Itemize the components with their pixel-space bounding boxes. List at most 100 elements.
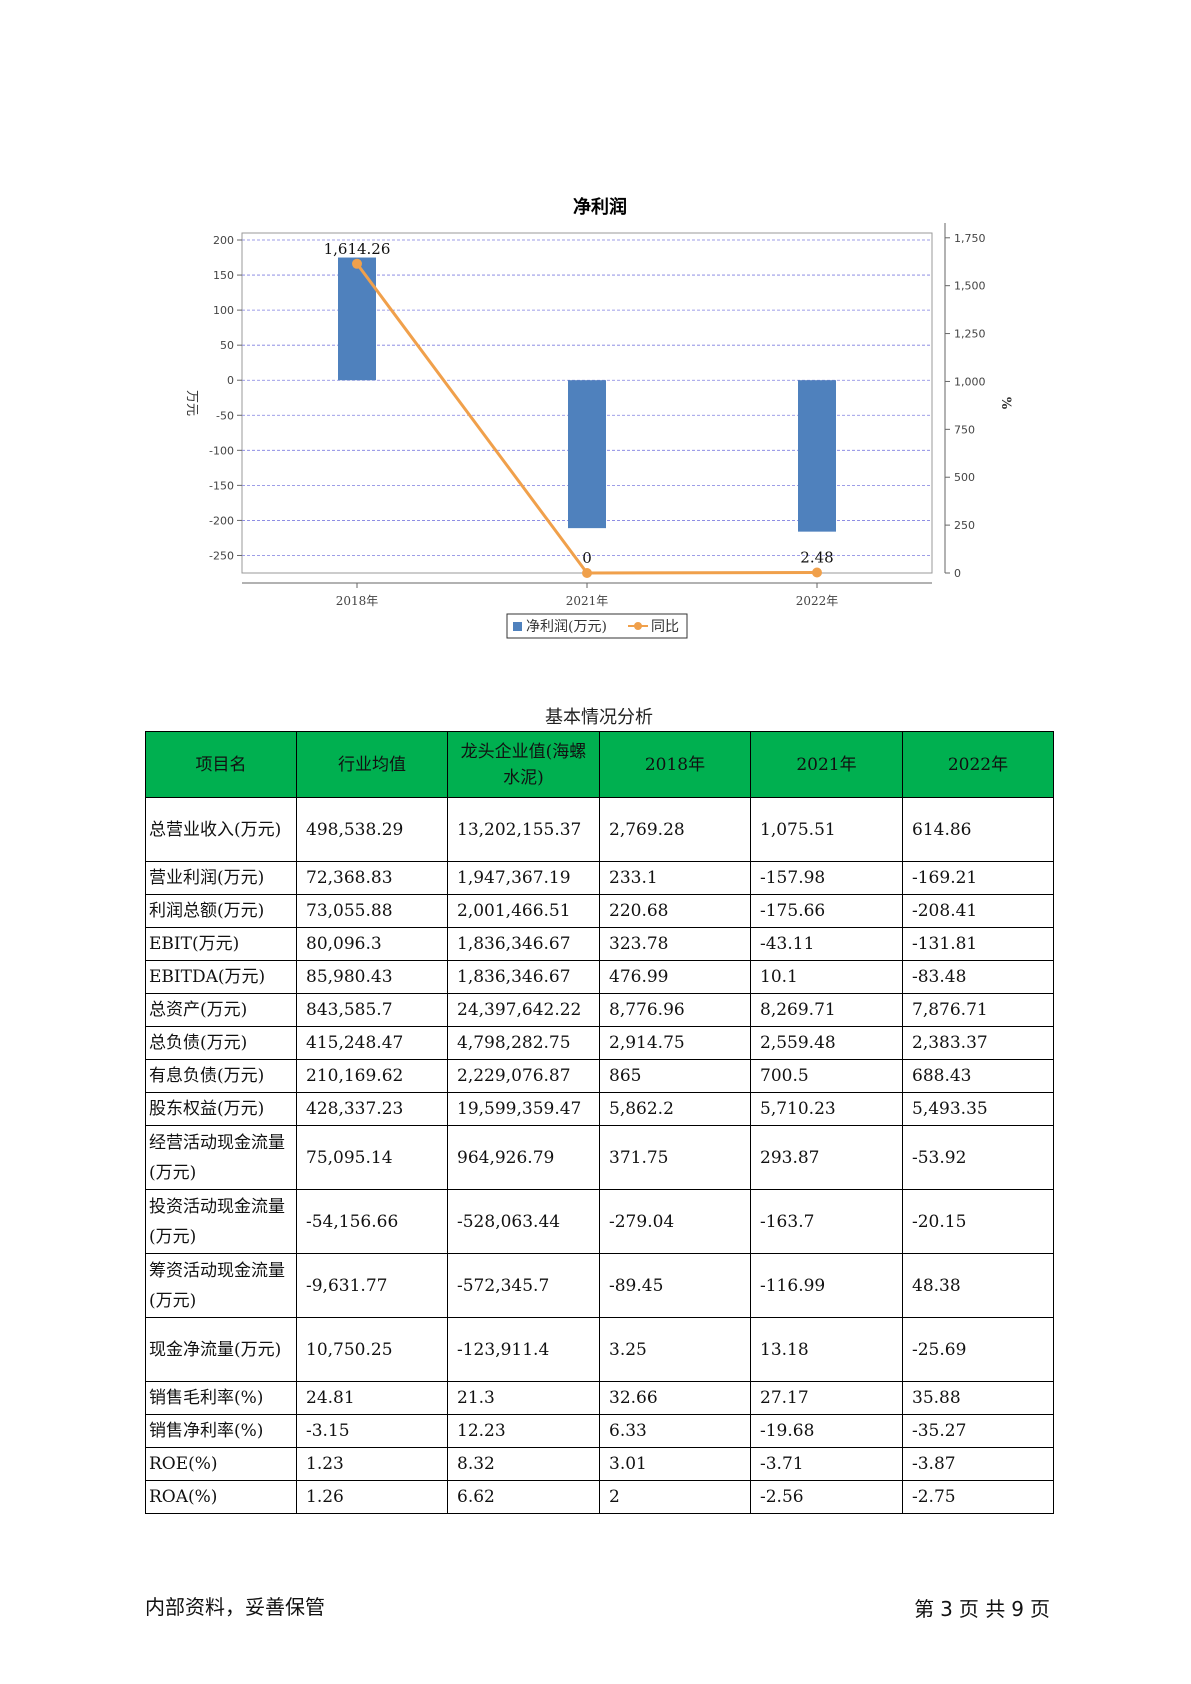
value-cell: 2,383.37	[902, 1026, 1054, 1060]
value-cell: 293.87	[750, 1125, 903, 1190]
value-cell: 233.1	[599, 861, 751, 895]
table-row: ROE(%) 1.23 8.32 3.01 -3.71 -3.87	[145, 1447, 1054, 1481]
table-row: 总营业收入(万元) 498,538.29 13,202,155.37 2,769.28…	[145, 797, 1054, 862]
value-cell: -89.45	[599, 1253, 751, 1318]
yoy-point	[352, 258, 362, 269]
table-row: 现金净流量(万元) 10,750.25 -123,911.4 3.25 13.18 -25…	[145, 1317, 1054, 1382]
header-cell: 项目名	[145, 731, 297, 798]
value-cell: 688.43	[902, 1059, 1054, 1093]
left-tick-label: -100	[209, 444, 234, 457]
value-cell: 73,055.88	[296, 894, 448, 928]
table-header-row: 项目名 行业均值 龙头企业值(海螺水泥) 2018年 2021年 2022年	[145, 731, 1054, 798]
value-cell: 1,836,346.67	[447, 960, 600, 994]
row-label-cell: 销售毛利率(%)	[145, 1381, 297, 1415]
value-cell: -83.48	[902, 960, 1054, 994]
row-label-cell: 投资活动现金流量(万元)	[145, 1189, 297, 1254]
value-cell: 5,493.35	[902, 1092, 1054, 1126]
value-cell: 2,001,466.51	[447, 894, 600, 928]
bar	[798, 380, 836, 532]
value-cell: 8.32	[447, 1447, 600, 1481]
table-row: 销售毛利率(%) 24.81 21.3 32.66 27.17 35.88	[145, 1381, 1054, 1415]
value-cell: -25.69	[902, 1317, 1054, 1382]
value-cell: -3.71	[750, 1447, 903, 1481]
row-label-cell: 利润总额(万元)	[145, 894, 297, 928]
header-cell: 2018年	[599, 731, 751, 798]
header-cell: 2021年	[750, 731, 903, 798]
value-cell: -19.68	[750, 1414, 903, 1448]
value-cell: -169.21	[902, 861, 1054, 895]
row-label-cell: EBITDA(万元)	[145, 960, 297, 994]
value-cell: 8,269.71	[750, 993, 903, 1027]
table-row: EBITDA(万元) 85,980.43 1,836,346.67 476.99 10.…	[145, 960, 1054, 994]
value-cell: 7,876.71	[902, 993, 1054, 1027]
value-cell: -9,631.77	[296, 1253, 448, 1318]
value-cell: 1.26	[296, 1480, 448, 1514]
value-cell: -116.99	[750, 1253, 903, 1318]
left-tick-label: 200	[213, 234, 234, 247]
value-cell: 27.17	[750, 1381, 903, 1415]
value-cell: 24.81	[296, 1381, 448, 1415]
table-row: EBIT(万元) 80,096.3 1,836,346.67 323.78 -43.11…	[145, 927, 1054, 961]
value-cell: -123,911.4	[447, 1317, 600, 1382]
value-cell: 498,538.29	[296, 797, 448, 862]
value-cell: 323.78	[599, 927, 751, 961]
page-prefix: 第	[914, 1597, 935, 1621]
value-cell: -208.41	[902, 894, 1054, 928]
yoy-point	[582, 568, 592, 578]
legend-line-label: 同比	[651, 619, 679, 635]
table-row: 投资活动现金流量(万元) -54,156.66 -528,063.44 -279.04…	[145, 1189, 1054, 1254]
row-label-cell: 总资产(万元)	[145, 993, 297, 1027]
value-cell: 1,836,346.67	[447, 927, 600, 961]
footer-confidential-note: 内部资料，妥善保管	[145, 1595, 325, 1619]
value-cell: -279.04	[599, 1189, 751, 1254]
row-label-cell: ROA(%)	[145, 1480, 297, 1514]
value-cell: 1,947,367.19	[447, 861, 600, 895]
table-row: 销售净利率(%) -3.15 12.23 6.33 -19.68 -35.27	[145, 1414, 1054, 1448]
value-cell: 6.62	[447, 1480, 600, 1514]
right-tick-label: 1,250	[954, 328, 986, 341]
right-tick-label: 250	[954, 519, 975, 532]
table-row: 营业利润(万元) 72,368.83 1,947,367.19 233.1 -157.9…	[145, 861, 1054, 895]
value-cell: 4,798,282.75	[447, 1026, 600, 1060]
left-axis-label: 万元	[184, 390, 199, 416]
value-cell: 843,585.7	[296, 993, 448, 1027]
value-cell: 13.18	[750, 1317, 903, 1382]
value-cell: 3.25	[599, 1317, 751, 1382]
left-tick-label: 0	[227, 374, 234, 387]
left-tick-label: 150	[213, 269, 234, 282]
bar	[338, 257, 376, 381]
value-cell: 19,599,359.47	[447, 1092, 600, 1126]
left-tick-label: 100	[213, 304, 234, 317]
value-cell: -2.75	[902, 1480, 1054, 1514]
x-tick-label: 2022年	[796, 594, 839, 608]
yoy-point	[812, 567, 822, 578]
yoy-data-label: 2.48	[800, 549, 833, 567]
value-cell: 2,914.75	[599, 1026, 751, 1060]
table-row: 总负债(万元) 415,248.47 4,798,282.75 2,914.75 2,5…	[145, 1026, 1054, 1060]
value-cell: -35.27	[902, 1414, 1054, 1448]
value-cell: 10.1	[750, 960, 903, 994]
value-cell: 8,776.96	[599, 993, 751, 1027]
value-cell: 476.99	[599, 960, 751, 994]
value-cell: -43.11	[750, 927, 903, 961]
value-cell: 35.88	[902, 1381, 1054, 1415]
header-cell: 行业均值	[296, 731, 448, 798]
value-cell: 2	[599, 1480, 751, 1514]
row-label-cell: 筹资活动现金流量(万元)	[145, 1253, 297, 1318]
value-cell: 1,075.51	[750, 797, 903, 862]
value-cell: 865	[599, 1059, 751, 1093]
right-tick-label: 1,000	[954, 375, 986, 388]
table-row: 股东权益(万元) 428,337.23 19,599,359.47 5,862.2 5,…	[145, 1092, 1054, 1126]
value-cell: 6.33	[599, 1414, 751, 1448]
chart-svg: 净利润200150100500-50-100-150-200-2501,7501…	[184, 196, 1013, 639]
table-row: 利润总额(万元) 73,055.88 2,001,466.51 220.68 -175.…	[145, 894, 1054, 928]
table-row: 有息负债(万元) 210,169.62 2,229,076.87 865 700.5 68…	[145, 1059, 1054, 1093]
row-label-cell: 总负债(万元)	[145, 1026, 297, 1060]
value-cell: -20.15	[902, 1189, 1054, 1254]
right-tick-label: 0	[954, 567, 961, 580]
page-mid: 页 共	[958, 1597, 1006, 1621]
legend-bar-swatch	[513, 622, 522, 631]
value-cell: 21.3	[447, 1381, 600, 1415]
legend-box	[506, 613, 688, 639]
value-cell: 210,169.62	[296, 1059, 448, 1093]
